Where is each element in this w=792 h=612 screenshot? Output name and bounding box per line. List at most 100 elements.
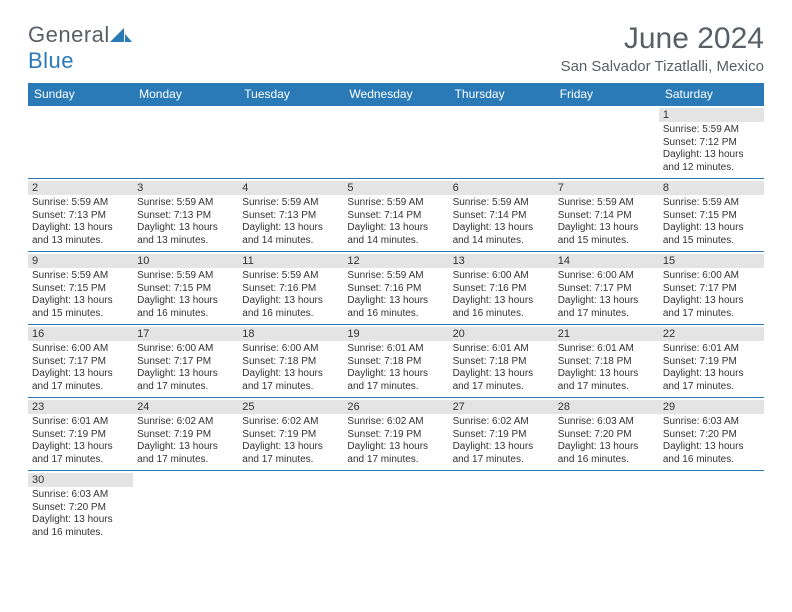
sunset-text: Sunset: 7:12 PM [663, 137, 760, 150]
calendar-cell: 13Sunrise: 6:00 AMSunset: 7:16 PMDayligh… [449, 252, 554, 325]
daylight-text: Daylight: 13 hours and 14 minutes. [453, 222, 550, 247]
day-number: 3 [133, 181, 238, 195]
sunrise-text: Sunrise: 6:01 AM [558, 343, 655, 356]
daylight-text: Daylight: 13 hours and 17 minutes. [347, 441, 444, 466]
sunset-text: Sunset: 7:18 PM [242, 356, 339, 369]
sunrise-text: Sunrise: 6:02 AM [347, 416, 444, 429]
sunset-text: Sunset: 7:17 PM [137, 356, 234, 369]
calendar-cell: 24Sunrise: 6:02 AMSunset: 7:19 PMDayligh… [133, 398, 238, 471]
day-info: Sunrise: 6:00 AMSunset: 7:17 PMDaylight:… [663, 270, 760, 320]
daylight-text: Daylight: 13 hours and 17 minutes. [558, 368, 655, 393]
calendar-cell: 25 Sunrise: 6:02 AMSunset: 7:19 PMDayligh… [238, 398, 343, 471]
calendar-cell [343, 471, 448, 544]
daylight-text: Daylight: 13 hours and 15 minutes. [663, 222, 760, 247]
daylight-text: Daylight: 13 hours and 16 minutes. [663, 441, 760, 466]
daylight-text: Daylight: 13 hours and 17 minutes. [137, 441, 234, 466]
header: GeneralBlue June 2024 San Salvador Tizat… [28, 22, 764, 75]
calendar-cell: 10 Sunrise: 5:59 AMSunset: 7:15 PMDayligh… [133, 252, 238, 325]
daylight-text: Daylight: 13 hours and 17 minutes. [453, 368, 550, 393]
sunrise-text: Sunrise: 5:59 AM [32, 270, 129, 283]
day-info: Sunrise: 5:59 AMSunset: 7:14 PMDaylight:… [453, 197, 550, 247]
calendar-week: 9 Sunrise: 5:59 AMSunset: 7:15 PMDaylight… [28, 252, 764, 325]
day-number: 12 [343, 254, 448, 268]
daylight-text: Daylight: 13 hours and 16 minutes. [558, 441, 655, 466]
daylight-text: Daylight: 13 hours and 13 minutes. [137, 222, 234, 247]
sunrise-text: Sunrise: 5:59 AM [347, 197, 444, 210]
sunrise-text: Sunrise: 5:59 AM [137, 197, 234, 210]
calendar-body: 1Sunrise: 5:59 AMSunset: 7:12 PMDaylight… [28, 106, 764, 544]
daylight-text: Daylight: 13 hours and 16 minutes. [453, 295, 550, 320]
day-info: Sunrise: 6:02 AMSunset: 7:19 PMDaylight:… [453, 416, 550, 466]
sunrise-text: Sunrise: 6:00 AM [137, 343, 234, 356]
calendar-cell: 12Sunrise: 5:59 AMSunset: 7:16 PMDayligh… [343, 252, 448, 325]
calendar-cell [449, 471, 554, 544]
calendar-week: 16Sunrise: 6:00 AMSunset: 7:17 PMDayligh… [28, 325, 764, 398]
day-number: 19 [343, 327, 448, 341]
day-info: Sunrise: 5:59 AMSunset: 7:16 PMDaylight:… [242, 270, 339, 320]
sunset-text: Sunset: 7:19 PM [32, 429, 129, 442]
day-header: Sunday [28, 83, 133, 106]
day-number: 13 [449, 254, 554, 268]
calendar-cell [343, 106, 448, 179]
day-info: Sunrise: 6:01 AMSunset: 7:18 PMDaylight:… [453, 343, 550, 393]
calendar-cell: 20Sunrise: 6:01 AMSunset: 7:18 PMDayligh… [449, 325, 554, 398]
calendar-cell [659, 471, 764, 544]
day-info: Sunrise: 6:00 AMSunset: 7:17 PMDaylight:… [558, 270, 655, 320]
day-header-row: SundayMondayTuesdayWednesdayThursdayFrid… [28, 83, 764, 106]
logo-word-2: Blue [28, 48, 74, 73]
day-number: 25 [238, 400, 343, 414]
daylight-text: Daylight: 13 hours and 16 minutes. [242, 295, 339, 320]
daylight-text: Daylight: 13 hours and 17 minutes. [137, 368, 234, 393]
sunrise-text: Sunrise: 5:59 AM [242, 197, 339, 210]
calendar-cell [554, 471, 659, 544]
daylight-text: Daylight: 13 hours and 15 minutes. [558, 222, 655, 247]
day-info: Sunrise: 6:03 AMSunset: 7:20 PMDaylight:… [558, 416, 655, 466]
calendar-cell: 17 Sunrise: 6:00 AMSunset: 7:17 PMDayligh… [133, 325, 238, 398]
sunset-text: Sunset: 7:16 PM [453, 283, 550, 296]
sunrise-text: Sunrise: 6:02 AM [242, 416, 339, 429]
calendar-cell: 14Sunrise: 6:00 AMSunset: 7:17 PMDayligh… [554, 252, 659, 325]
sunset-text: Sunset: 7:13 PM [32, 210, 129, 223]
daylight-text: Daylight: 13 hours and 15 minutes. [32, 295, 129, 320]
daylight-text: Daylight: 13 hours and 17 minutes. [453, 441, 550, 466]
calendar-cell [238, 471, 343, 544]
daylight-text: Daylight: 13 hours and 16 minutes. [32, 514, 129, 539]
calendar-cell: 11Sunrise: 5:59 AMSunset: 7:16 PMDayligh… [238, 252, 343, 325]
logo-sail-icon [110, 22, 132, 48]
day-number: 9 [28, 254, 133, 268]
day-header: Tuesday [238, 83, 343, 106]
title-block: June 2024 San Salvador Tizatlalli, Mexic… [561, 22, 764, 75]
sunset-text: Sunset: 7:14 PM [558, 210, 655, 223]
calendar-cell: 7Sunrise: 5:59 AMSunset: 7:14 PMDaylight… [554, 179, 659, 252]
day-number: 15 [659, 254, 764, 268]
day-info: Sunrise: 5:59 AMSunset: 7:15 PMDaylight:… [137, 270, 234, 320]
sunset-text: Sunset: 7:19 PM [663, 356, 760, 369]
daylight-text: Daylight: 13 hours and 17 minutes. [663, 295, 760, 320]
day-number: 10 [133, 254, 238, 268]
calendar-cell [554, 106, 659, 179]
sunrise-text: Sunrise: 6:03 AM [663, 416, 760, 429]
calendar-cell [28, 106, 133, 179]
calendar-week: 23Sunrise: 6:01 AMSunset: 7:19 PMDayligh… [28, 398, 764, 471]
day-number: 8 [659, 181, 764, 195]
day-info: Sunrise: 6:00 AMSunset: 7:17 PMDaylight:… [137, 343, 234, 393]
day-info: Sunrise: 6:02 AMSunset: 7:19 PMDaylight:… [137, 416, 234, 466]
sunrise-text: Sunrise: 5:59 AM [137, 270, 234, 283]
day-info: Sunrise: 6:02 AMSunset: 7:19 PMDaylight:… [242, 416, 339, 466]
sunset-text: Sunset: 7:18 PM [453, 356, 550, 369]
calendar-cell: 27Sunrise: 6:02 AMSunset: 7:19 PMDayligh… [449, 398, 554, 471]
day-info: Sunrise: 5:59 AMSunset: 7:13 PMDaylight:… [137, 197, 234, 247]
day-number: 16 [28, 327, 133, 341]
day-number: 17 [133, 327, 238, 341]
day-info: Sunrise: 5:59 AMSunset: 7:15 PMDaylight:… [663, 197, 760, 247]
daylight-text: Daylight: 13 hours and 13 minutes. [32, 222, 129, 247]
sunset-text: Sunset: 7:16 PM [347, 283, 444, 296]
calendar-cell: 6Sunrise: 5:59 AMSunset: 7:14 PMDaylight… [449, 179, 554, 252]
sunset-text: Sunset: 7:14 PM [453, 210, 550, 223]
sunrise-text: Sunrise: 6:03 AM [558, 416, 655, 429]
calendar-cell: 4Sunrise: 5:59 AMSunset: 7:13 PMDaylight… [238, 179, 343, 252]
day-header: Friday [554, 83, 659, 106]
sunrise-text: Sunrise: 5:59 AM [347, 270, 444, 283]
day-info: Sunrise: 6:00 AMSunset: 7:17 PMDaylight:… [32, 343, 129, 393]
sunset-text: Sunset: 7:17 PM [558, 283, 655, 296]
